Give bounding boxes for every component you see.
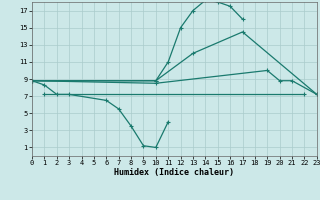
- X-axis label: Humidex (Indice chaleur): Humidex (Indice chaleur): [115, 168, 234, 177]
